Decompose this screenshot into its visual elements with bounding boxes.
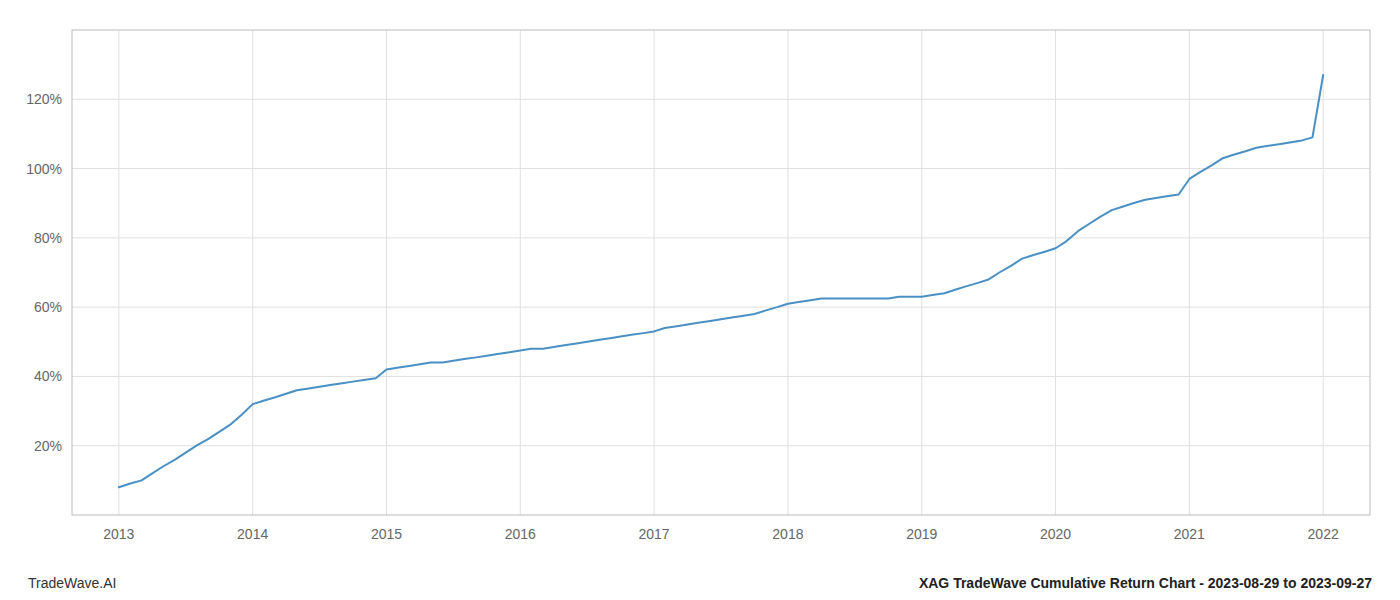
plot-area bbox=[119, 75, 1323, 487]
y-grid-line bbox=[72, 307, 1370, 308]
y-tick-label: 80% bbox=[34, 230, 62, 246]
x-tick-label: 2018 bbox=[772, 526, 803, 542]
plot-frame bbox=[72, 30, 1370, 515]
chart-container: 2013 2014 2015 2016 2017 2018 2019 2020 2021 2022… bbox=[0, 0, 1400, 600]
footer-left: TradeWave.AI bbox=[28, 575, 116, 591]
x-tick-label: 2020 bbox=[1040, 526, 1071, 542]
x-grid-line bbox=[921, 30, 922, 515]
y-grid-line bbox=[72, 445, 1370, 446]
x-grid-line bbox=[1189, 30, 1190, 515]
x-tick-label: 2013 bbox=[103, 526, 134, 542]
x-grid-line bbox=[787, 30, 788, 515]
x-tick-label: 2016 bbox=[505, 526, 536, 542]
y-tick-label: 40% bbox=[34, 368, 62, 384]
grid bbox=[72, 30, 1370, 515]
x-tick-label: 2017 bbox=[639, 526, 670, 542]
y-tick-label: 20% bbox=[34, 438, 62, 454]
y-tick-label: 60% bbox=[34, 299, 62, 315]
y-grid-line bbox=[72, 99, 1370, 100]
y-grid-line bbox=[72, 376, 1370, 377]
x-tick-label: 2019 bbox=[906, 526, 937, 542]
x-grid-line bbox=[118, 30, 119, 515]
x-tick-label: 2015 bbox=[371, 526, 402, 542]
x-grid-line bbox=[386, 30, 387, 515]
x-tick-label: 2021 bbox=[1174, 526, 1205, 542]
y-grid-line bbox=[72, 237, 1370, 238]
x-grid-line bbox=[520, 30, 521, 515]
x-grid-line bbox=[1055, 30, 1056, 515]
chart-svg: 2013 2014 2015 2016 2017 2018 2019 2020 2021 2022… bbox=[0, 0, 1400, 600]
y-tick-label: 100% bbox=[26, 161, 62, 177]
tick-labels: 2013 2014 2015 2016 2017 2018 2019 2020 2021 2022… bbox=[26, 91, 1339, 542]
x-grid-line bbox=[1323, 30, 1324, 515]
x-grid-line bbox=[654, 30, 655, 515]
line bbox=[119, 75, 1323, 487]
x-grid-line bbox=[252, 30, 253, 515]
footer-right: XAG TradeWave Cumulative Return Chart - … bbox=[919, 575, 1372, 591]
y-tick-label: 120% bbox=[26, 91, 62, 107]
x-tick-label: 2014 bbox=[237, 526, 268, 542]
y-grid-line bbox=[72, 168, 1370, 169]
x-tick-label: 2022 bbox=[1308, 526, 1339, 542]
